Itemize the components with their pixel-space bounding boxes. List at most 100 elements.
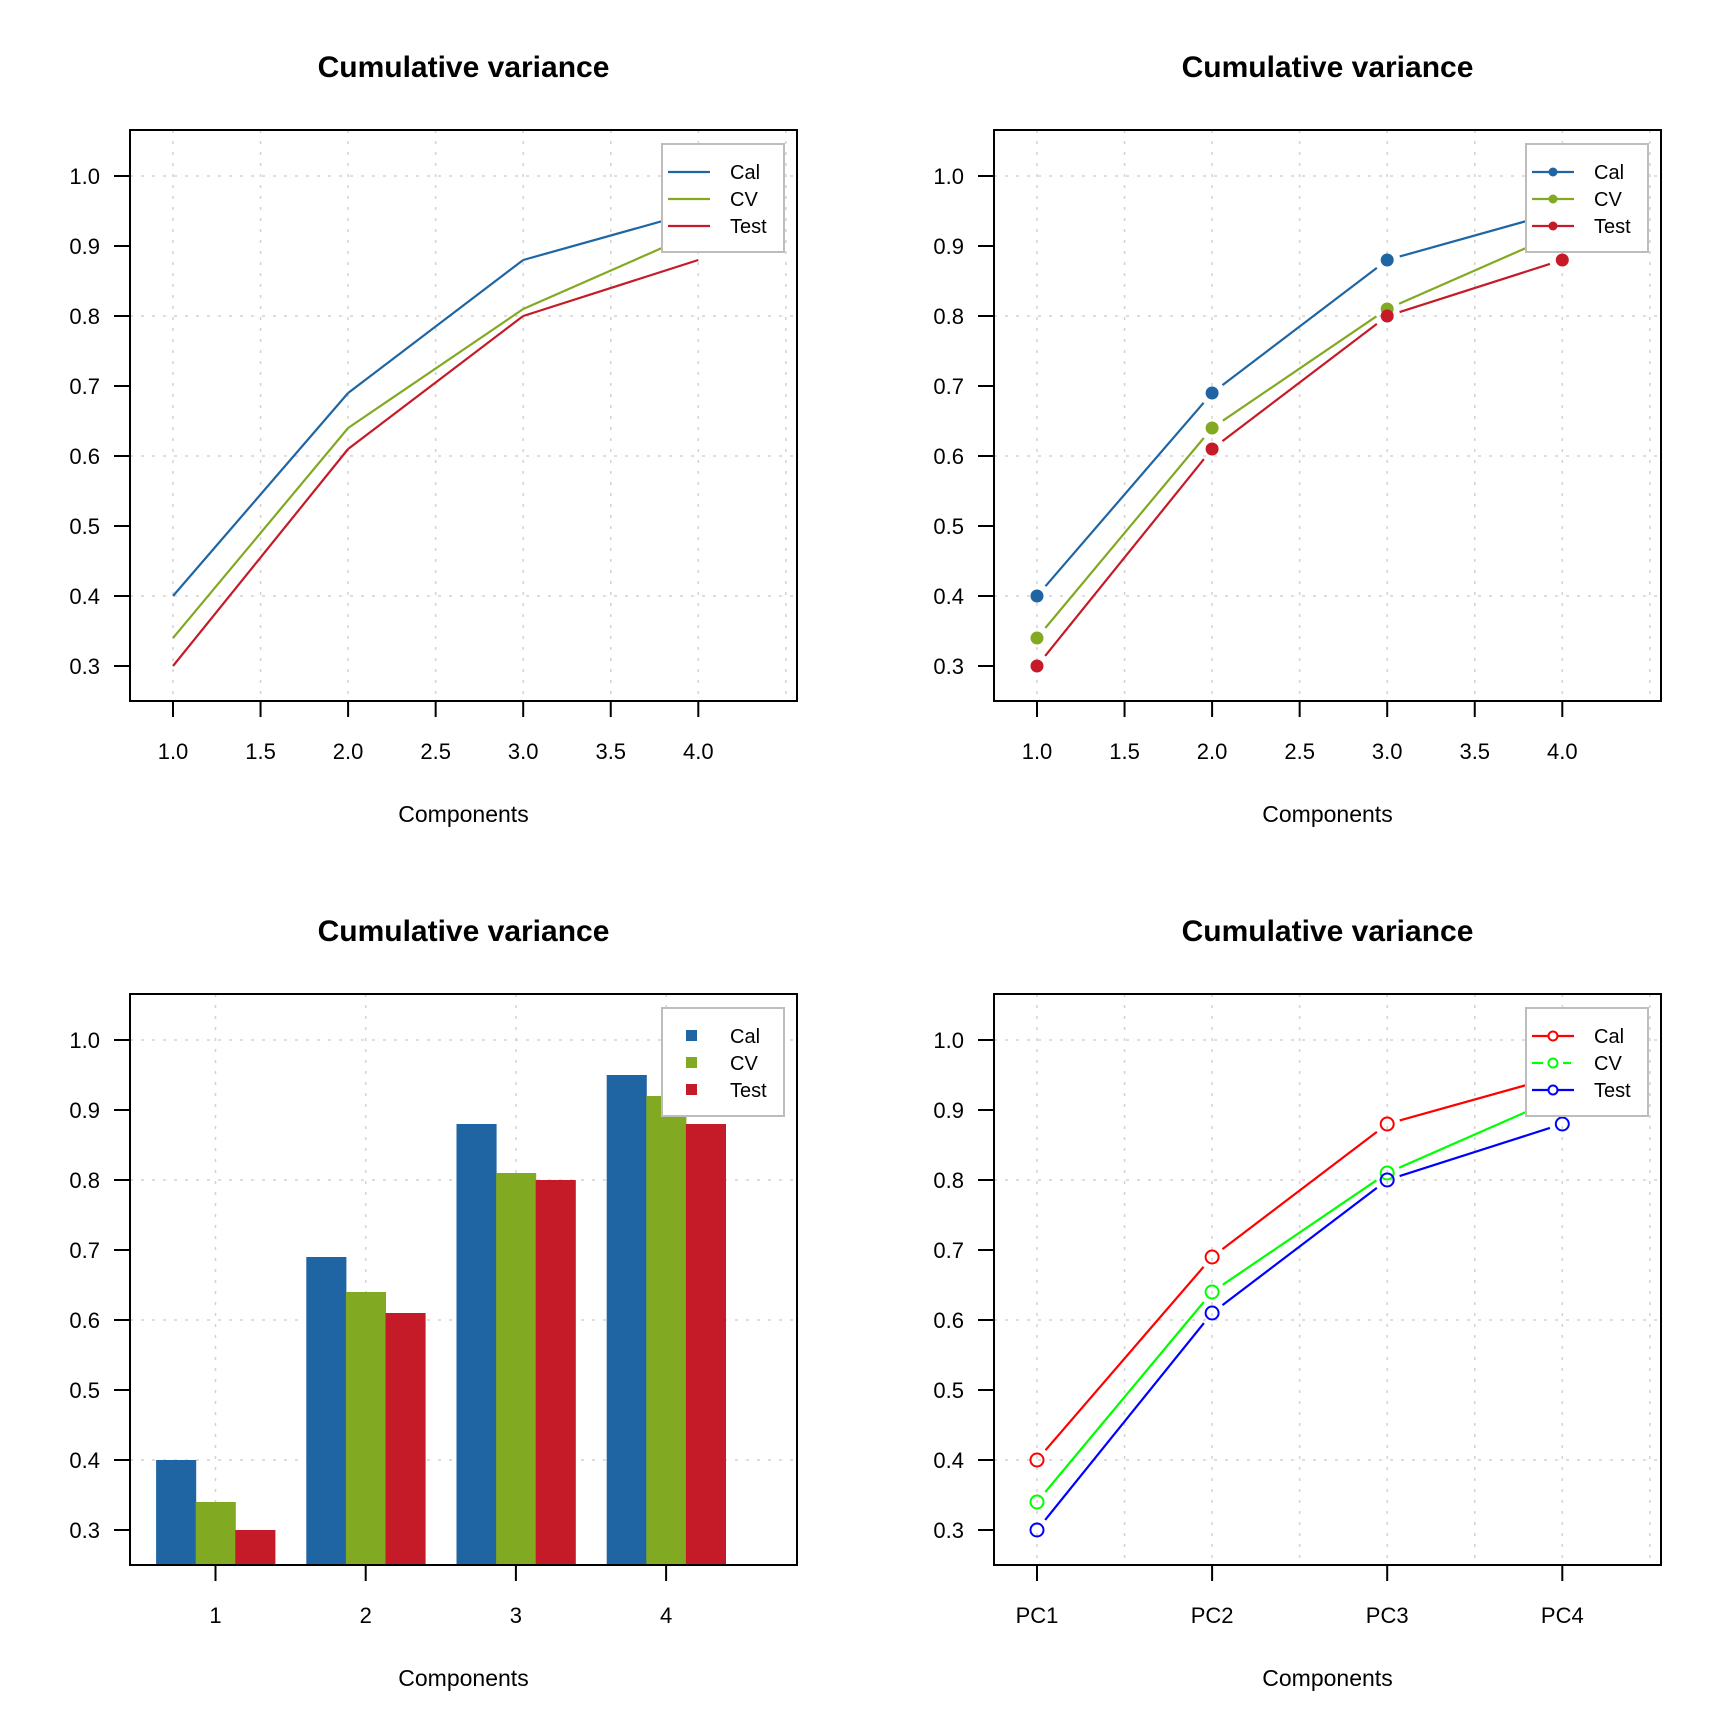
data-point[interactable] <box>1030 659 1044 673</box>
legend-item-test[interactable]: Test <box>1532 1080 1631 1102</box>
data-point[interactable] <box>1205 442 1219 456</box>
x-tick-label: 3.5 <box>595 739 626 764</box>
data-point[interactable] <box>1204 1284 1220 1300</box>
data-point[interactable] <box>1379 1165 1395 1181</box>
legend-item-test[interactable]: Test <box>686 1080 767 1102</box>
data-point[interactable] <box>1030 631 1044 645</box>
bar-cal-2[interactable] <box>306 1257 347 1565</box>
y-tick-label: 0.7 <box>933 1238 964 1263</box>
legend-label: Test <box>1594 216 1631 238</box>
y-tick-label: 0.5 <box>933 1378 964 1403</box>
y-tick-label: 0.8 <box>933 304 964 329</box>
bar-cv-4[interactable] <box>646 1096 687 1565</box>
legend-item-cv[interactable]: CV <box>1532 1053 1622 1075</box>
legend-label: CV <box>1594 1053 1622 1075</box>
y-tick-label: 0.4 <box>933 1448 964 1473</box>
series-line-segment <box>347 308 524 429</box>
y-tick-label: 0.3 <box>69 1518 100 1543</box>
series-line-segment <box>1399 262 1551 314</box>
legend-item-cal[interactable]: Cal <box>1532 162 1624 184</box>
series-line-segment <box>1222 315 1378 422</box>
x-tick-label: 3.0 <box>508 739 539 764</box>
legend-item-cal[interactable]: Cal <box>686 1026 760 1048</box>
x-axis: 1.0 1.5 2.0 2.5 3.0 3.5 4.0 <box>158 701 714 764</box>
legend: Cal CV Test <box>661 1007 785 1117</box>
legend-box <box>661 1007 785 1117</box>
data-point[interactable] <box>1379 1172 1395 1188</box>
bar-cal-4[interactable] <box>606 1075 647 1565</box>
x-axis: 1.0 1.5 2.0 2.5 3.0 3.5 4.0 <box>1022 701 1578 764</box>
bar-cv-1[interactable] <box>195 1502 236 1565</box>
bar-cal-3[interactable] <box>456 1124 497 1565</box>
legend-item-test[interactable]: Test <box>668 216 767 238</box>
legend: Cal CV Test <box>1525 1007 1649 1117</box>
bar-test-3[interactable] <box>535 1180 576 1565</box>
bar-test-4[interactable] <box>685 1124 726 1565</box>
legend-label: CV <box>730 1053 758 1075</box>
legend-label: CV <box>730 189 758 211</box>
y-tick-label: 0.3 <box>933 1518 964 1543</box>
bar-cal-1[interactable] <box>156 1460 197 1565</box>
legend-item-test[interactable]: Test <box>1532 216 1631 238</box>
y-tick-label: 1.0 <box>933 164 964 189</box>
x-tick-label: 3.0 <box>1372 739 1403 764</box>
y-tick-label: 1.0 <box>69 164 100 189</box>
series-line-segment <box>347 315 524 450</box>
data-point[interactable] <box>1379 1116 1395 1132</box>
legend-item-cal[interactable]: Cal <box>1532 1026 1624 1048</box>
data-point[interactable] <box>1030 589 1044 603</box>
x-tick-label: 2.5 <box>420 739 451 764</box>
legend-item-cv[interactable]: CV <box>1532 189 1622 211</box>
series-line-segment <box>1044 1322 1205 1521</box>
legend-box <box>1525 1007 1649 1117</box>
data-point[interactable] <box>1555 253 1569 267</box>
legend-marker <box>1548 221 1558 231</box>
x-axis: 1 2 3 4 <box>209 1565 672 1628</box>
data-point[interactable] <box>1205 421 1219 435</box>
y-axis: 0.3 0.4 0.5 0.6 0.7 0.8 0.9 1.0 <box>933 164 994 679</box>
legend-label: Test <box>730 1080 767 1102</box>
series-line-segment <box>347 259 524 394</box>
legend-marker <box>1548 194 1558 204</box>
x-tick-label: 2.0 <box>1197 739 1228 764</box>
y-tick-label: 0.8 <box>933 1168 964 1193</box>
y-tick-label: 0.4 <box>69 1448 100 1473</box>
data-point[interactable] <box>1554 1116 1570 1132</box>
grid <box>130 130 797 701</box>
y-tick-label: 0.8 <box>69 1168 100 1193</box>
panel-line-points: Cumulative variance Components 0.3 0.4 0.5… <box>933 51 1662 827</box>
y-tick-label: 0.6 <box>69 1308 100 1333</box>
series-line-segment <box>1044 1301 1205 1493</box>
bar-test-2[interactable] <box>385 1313 426 1565</box>
data-point[interactable] <box>1029 1522 1045 1538</box>
y-tick-label: 0.6 <box>933 1308 964 1333</box>
data-point[interactable] <box>1204 1305 1220 1321</box>
series-test <box>172 258 699 667</box>
data-point[interactable] <box>1029 1494 1045 1510</box>
y-tick-label: 0.7 <box>933 374 964 399</box>
legend-item-cal[interactable]: Cal <box>668 162 760 184</box>
data-point[interactable] <box>1380 309 1394 323</box>
y-tick-label: 0.5 <box>933 514 964 539</box>
y-tick-label: 0.6 <box>933 444 964 469</box>
bar-cv-3[interactable] <box>496 1173 537 1565</box>
bar-test-1[interactable] <box>235 1530 276 1565</box>
bar-cv-2[interactable] <box>345 1292 386 1565</box>
x-axis-label: Components <box>398 801 528 827</box>
data-point[interactable] <box>1380 253 1394 267</box>
x-tick-label: 2.0 <box>333 739 364 764</box>
grid <box>994 130 1661 701</box>
series-test <box>1030 253 1569 673</box>
legend-label: Cal <box>730 1026 760 1048</box>
legend-item-cv[interactable]: CV <box>668 189 758 211</box>
y-tick-label: 0.3 <box>933 654 964 679</box>
x-tick-label: 3.5 <box>1459 739 1490 764</box>
data-point[interactable] <box>1204 1249 1220 1265</box>
data-point[interactable] <box>1205 386 1219 400</box>
y-axis: 0.3 0.4 0.5 0.6 0.7 0.8 0.9 1.0 <box>69 164 130 679</box>
legend-label: Cal <box>730 162 760 184</box>
legend-item-cv[interactable]: CV <box>686 1053 758 1075</box>
y-tick-label: 0.9 <box>69 234 100 259</box>
data-point[interactable] <box>1029 1452 1045 1468</box>
